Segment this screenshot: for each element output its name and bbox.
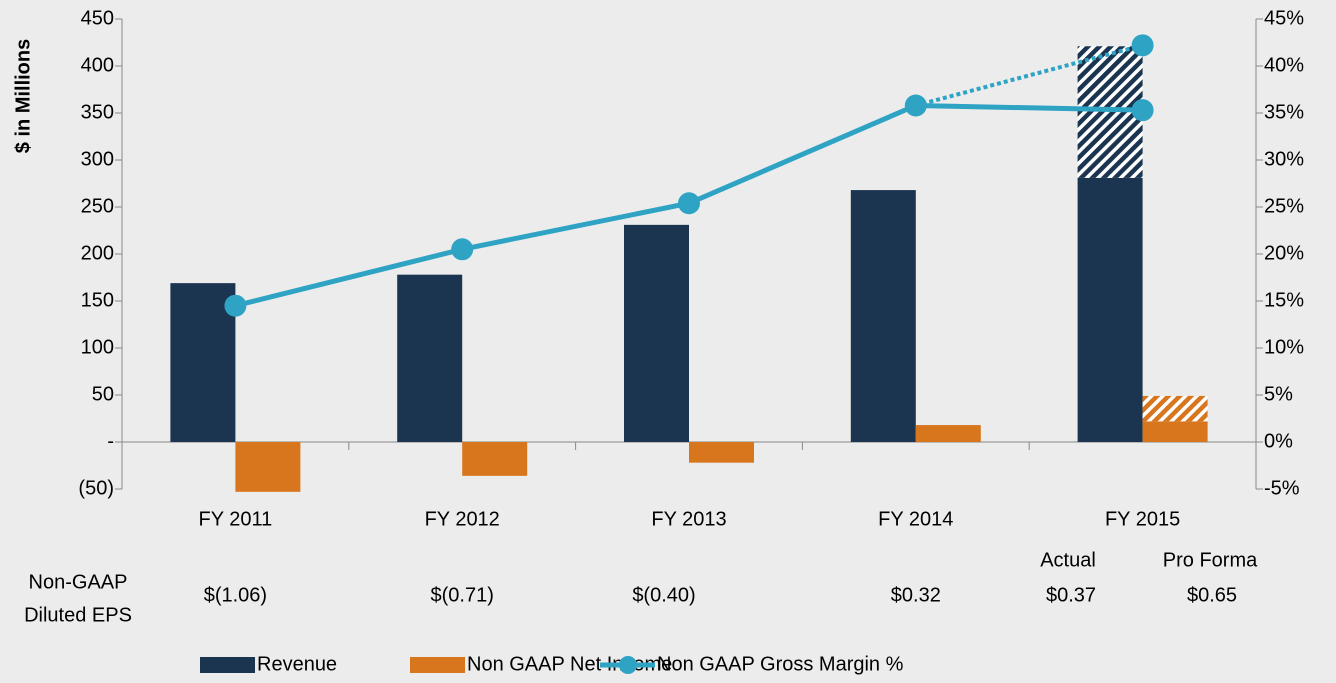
bar — [1077, 177, 1143, 443]
bar — [462, 442, 528, 476]
y-axis-title: $ in Millions — [12, 39, 34, 153]
y-tick-label: 50 — [92, 383, 114, 405]
y-tick-label: 300 — [81, 148, 114, 170]
y2-tick-label: 45% — [1264, 7, 1304, 29]
marker — [904, 94, 927, 117]
y-tick-label: 350 — [81, 101, 114, 123]
x-tick-label: FY 2015 — [1105, 508, 1180, 530]
eps-value: $0.65 — [1187, 584, 1237, 606]
y2-tick-label: 0% — [1264, 430, 1293, 452]
x-tick-label: FY 2013 — [651, 508, 726, 530]
eps-sub-label: Pro Forma — [1163, 549, 1258, 571]
x-tick-label: FY 2014 — [878, 508, 953, 530]
y2-tick-label: 20% — [1264, 242, 1304, 264]
legend-label: Revenue — [257, 653, 337, 675]
y2-tick-label: 35% — [1264, 101, 1304, 123]
bar — [397, 274, 463, 442]
eps-label: Diluted EPS — [24, 604, 132, 626]
x-tick-label: FY 2012 — [425, 508, 500, 530]
marker — [224, 294, 247, 317]
y2-tick-label: 5% — [1264, 383, 1293, 405]
y2-tick-label: 30% — [1264, 148, 1304, 170]
y2-tick-label: 15% — [1264, 289, 1304, 311]
eps-value: $(0.40) — [632, 584, 695, 606]
bar — [235, 442, 301, 492]
y-tick-label: 100 — [81, 336, 114, 358]
legend-label: Non GAAP Gross Margin % — [657, 653, 904, 675]
y-tick-label: 200 — [81, 242, 114, 264]
bar — [850, 190, 916, 442]
y-tick-label: 250 — [81, 195, 114, 217]
legend-swatch — [200, 657, 255, 673]
eps-value: $(0.71) — [431, 584, 494, 606]
eps-value: $0.32 — [891, 584, 941, 606]
legend-swatch — [410, 657, 465, 673]
marker — [451, 238, 474, 261]
y-tick-label: (50) — [78, 477, 114, 499]
eps-value: $0.37 — [1046, 584, 1096, 606]
marker — [678, 192, 700, 215]
y2-tick-label: 40% — [1264, 54, 1304, 76]
y2-tick-label: 10% — [1264, 336, 1304, 358]
y-tick-label: 150 — [81, 289, 114, 311]
bar — [915, 425, 981, 442]
bar — [170, 283, 236, 442]
y2-tick-label: 25% — [1264, 195, 1304, 217]
y2-tick-label: -5% — [1264, 477, 1300, 499]
bar — [624, 224, 689, 442]
marker — [1131, 99, 1154, 122]
marker — [1131, 34, 1154, 57]
bar — [1142, 421, 1208, 442]
eps-sub-label: Actual — [1040, 549, 1096, 571]
bar — [689, 442, 754, 463]
y-tick-label: 400 — [81, 54, 114, 76]
x-tick-label: FY 2011 — [199, 508, 273, 530]
y-tick-label: - — [107, 430, 114, 452]
bar — [1142, 395, 1208, 422]
eps-value: $(1.06) — [204, 584, 267, 606]
eps-label: Non-GAAP — [29, 571, 128, 593]
legend-swatch — [619, 656, 637, 674]
y-tick-label: 450 — [81, 7, 114, 29]
